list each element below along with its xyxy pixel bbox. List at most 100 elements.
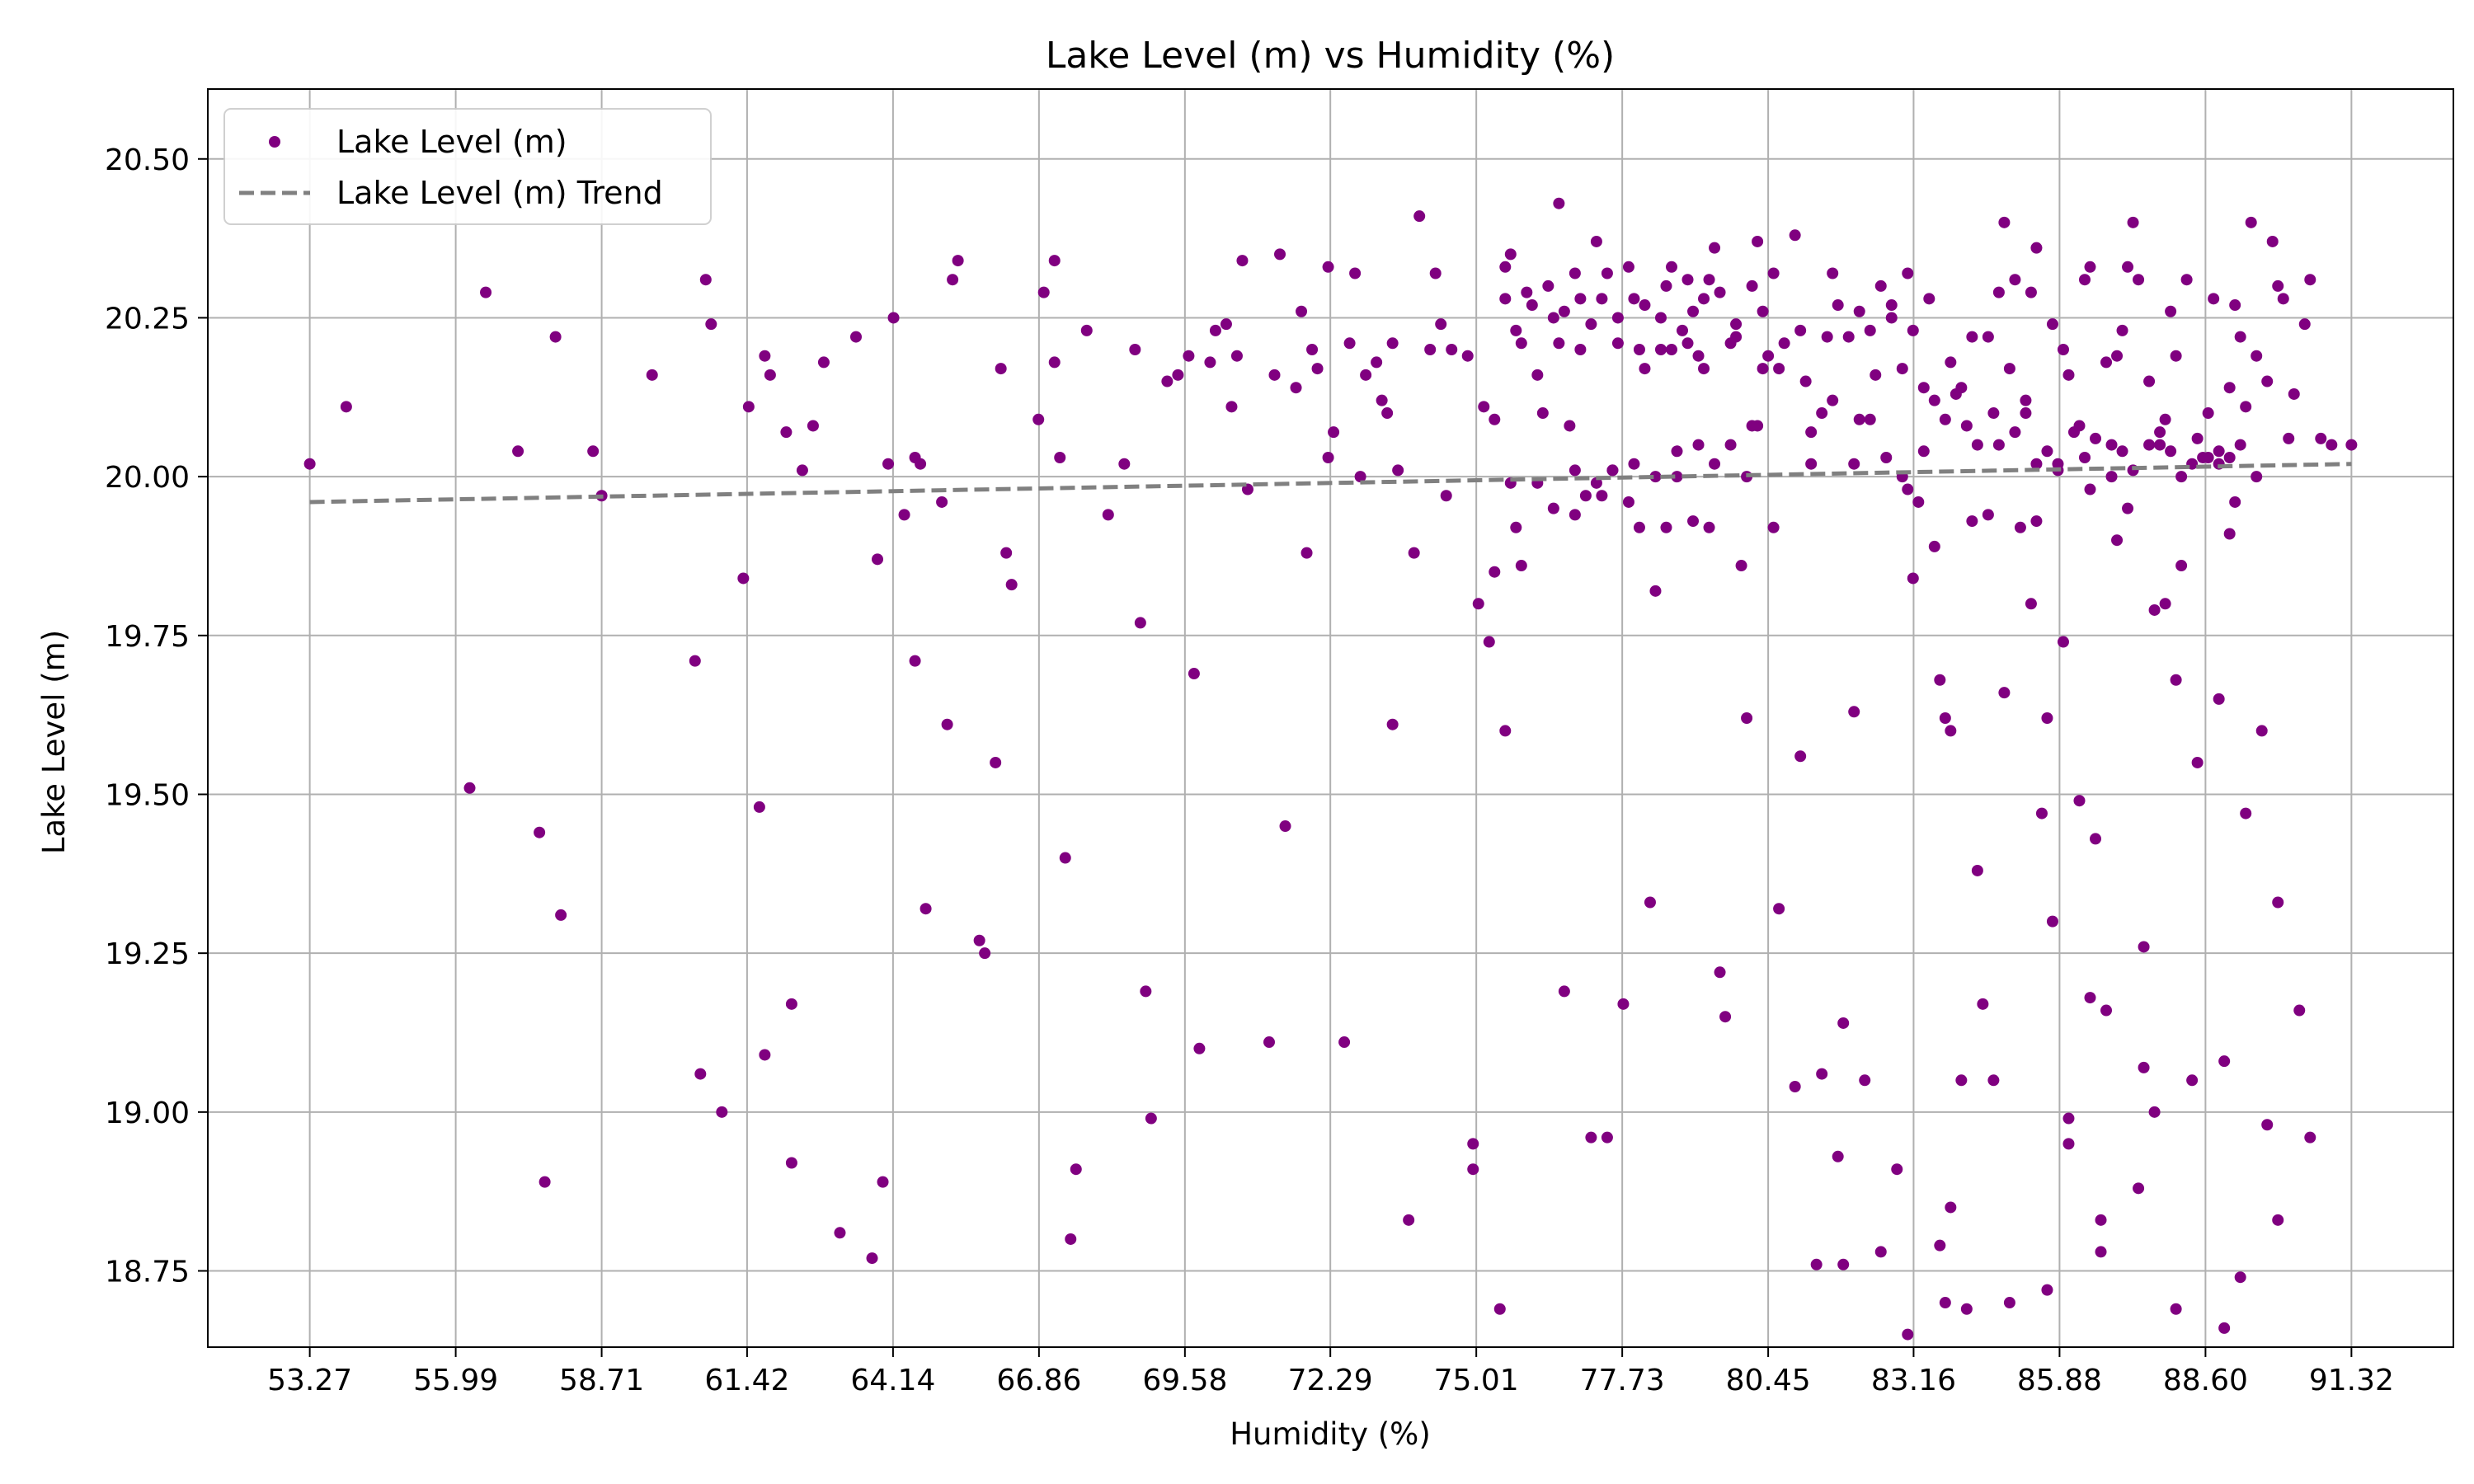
- scatter-point: [2191, 756, 2204, 768]
- scatter-point: [1542, 279, 1554, 292]
- scatter-point: [2315, 432, 2327, 444]
- scatter-point: [2020, 394, 2032, 406]
- scatter-point: [1569, 267, 1581, 279]
- y-tick-label: 19.75: [105, 620, 190, 654]
- scatter-point: [705, 318, 717, 331]
- scatter-point: [1204, 356, 1216, 369]
- x-axis-label: Humidity (%): [1230, 1416, 1431, 1452]
- scatter-point: [1489, 566, 1501, 578]
- scatter-point: [2057, 343, 2069, 355]
- scatter-point: [1928, 540, 1940, 552]
- scatter-point: [1547, 502, 1559, 514]
- scatter-point: [796, 464, 808, 477]
- scatter-point: [2154, 439, 2166, 451]
- scatter-point: [1714, 286, 1726, 298]
- scatter-point: [973, 934, 985, 946]
- scatter-point: [1483, 636, 1495, 648]
- legend-scatter-marker: [269, 136, 280, 148]
- scatter-point: [2100, 1004, 2113, 1017]
- scatter-point: [1510, 324, 1522, 336]
- scatter-point: [1493, 1303, 1506, 1315]
- scatter-point: [915, 458, 927, 470]
- scatter-point: [2165, 445, 2177, 458]
- scatter-point: [1998, 216, 2011, 228]
- scatter-point: [1558, 985, 1570, 998]
- y-axis-ticks: 18.75 19.00 19.25 19.50 19.75 20.00 20.25 20.50: [105, 143, 208, 1289]
- scatter-point: [2266, 235, 2279, 247]
- scatter-point: [2234, 439, 2246, 451]
- scatter-point: [2272, 896, 2284, 909]
- scatter-point: [2143, 439, 2156, 451]
- scatter-point: [2084, 483, 2096, 495]
- scatter-point: [1606, 464, 1619, 477]
- scatter-point: [1440, 490, 1452, 502]
- scatter-point: [1590, 235, 1602, 247]
- scatter-point: [759, 350, 771, 362]
- scatter-point: [1874, 1246, 1887, 1258]
- y-tick-label: 20.25: [105, 302, 190, 336]
- scatter-point: [2159, 598, 2171, 610]
- scatter-point: [1870, 369, 1882, 381]
- scatter-point: [1677, 324, 1689, 336]
- scatter-point: [1547, 312, 1559, 324]
- scatter-point: [1735, 560, 1747, 572]
- scatter-point: [952, 255, 964, 267]
- scatter-point: [990, 756, 1002, 768]
- scatter-point: [1360, 369, 1372, 381]
- scatter-point: [716, 1106, 728, 1118]
- scatter-point: [1639, 363, 1651, 375]
- scatter-point: [1816, 407, 1828, 420]
- scatter-point: [1145, 1112, 1157, 1125]
- scatter-point: [2202, 407, 2214, 420]
- scatter-point: [1499, 261, 1512, 273]
- scatter-point: [1757, 305, 1769, 317]
- scatter-point: [1724, 439, 1737, 451]
- scatter-point: [1296, 305, 1308, 317]
- scatter-point: [1912, 495, 1925, 508]
- scatter-point: [1842, 331, 1855, 343]
- scatter-point: [2138, 941, 2150, 953]
- scatter-point: [1853, 413, 1865, 425]
- scatter-point: [1569, 464, 1581, 477]
- scatter-point: [1118, 458, 1131, 470]
- scatter-point: [1611, 312, 1624, 324]
- scatter-point: [1987, 407, 2000, 420]
- scatter-point: [1183, 350, 1195, 362]
- scatter-point: [1939, 1297, 1951, 1309]
- scatter-point: [1874, 279, 1887, 292]
- scatter-point: [2041, 445, 2053, 458]
- legend-box: [223, 108, 712, 225]
- scatter-point: [1499, 293, 1512, 305]
- scatter-point: [2170, 350, 2182, 362]
- scatter-point: [1633, 521, 1645, 533]
- scatter-point: [1553, 337, 1565, 350]
- scatter-point: [1799, 375, 1812, 387]
- scatter-point: [1671, 471, 1683, 483]
- scatter-point: [1730, 318, 1743, 331]
- scatter-point: [2218, 1322, 2231, 1334]
- x-tick-label: 77.73: [1580, 1364, 1665, 1397]
- scatter-point: [1992, 439, 2005, 451]
- scatter-point: [2105, 471, 2118, 483]
- scatter-point: [1960, 1303, 1973, 1315]
- scatter-point: [1698, 363, 1710, 375]
- scatter-point: [1827, 267, 1839, 279]
- scatter-point: [1821, 331, 1833, 343]
- scatter-point: [1773, 903, 1785, 915]
- scatter-point: [1762, 350, 1775, 362]
- scatter-point: [1660, 279, 1672, 292]
- scatter-point: [1322, 261, 1334, 273]
- scatter-point: [1306, 343, 1319, 355]
- scatter-point: [2046, 318, 2058, 331]
- scatter-point: [1907, 324, 1919, 336]
- scatter-point: [1065, 1233, 1077, 1245]
- x-tick-label: 58.71: [559, 1364, 644, 1397]
- x-tick-label: 91.32: [2309, 1364, 2394, 1397]
- scatter-point: [1633, 343, 1645, 355]
- scatter-point: [1504, 248, 1517, 261]
- scatter-point: [1698, 293, 1710, 305]
- scatter-point: [780, 426, 793, 439]
- scatter-point: [646, 369, 658, 381]
- trend-line: [309, 462, 2352, 505]
- scatter-point: [1037, 286, 1050, 298]
